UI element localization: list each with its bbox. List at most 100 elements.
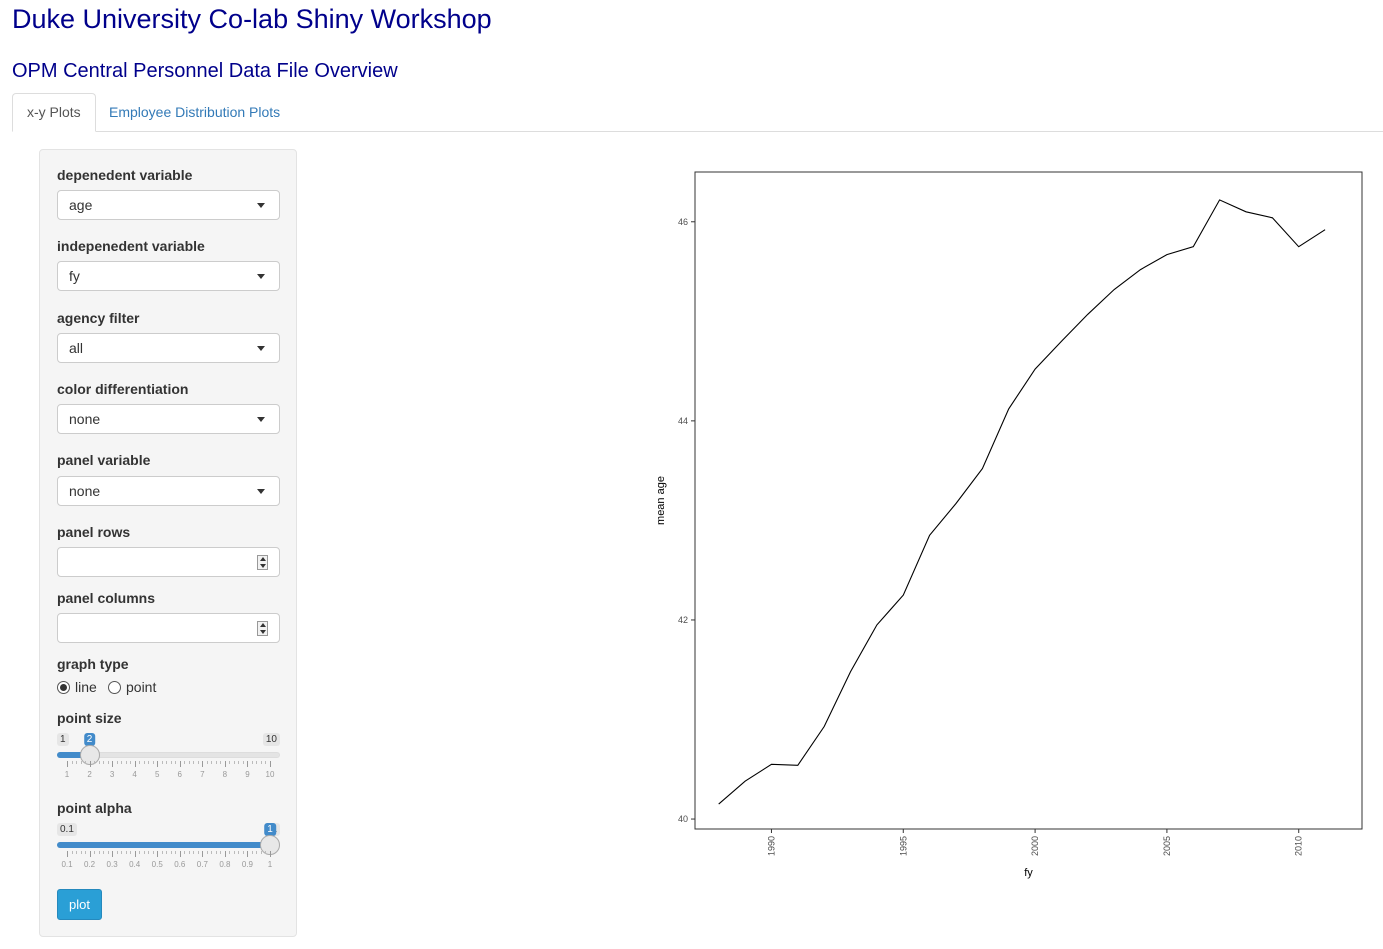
- point-size-minor-tick: [175, 761, 177, 764]
- point-alpha-minor-tick: [206, 851, 208, 854]
- radio-label: line: [75, 679, 97, 695]
- page-subtitle: OPM Central Personnel Data File Overview: [12, 60, 398, 82]
- point-alpha-label: point alpha: [57, 800, 132, 816]
- panel-variable-select[interactable]: none: [57, 476, 280, 506]
- point-size-tick: [89, 761, 91, 767]
- x-tick-label: 2005: [1162, 836, 1172, 856]
- panel-rows-input[interactable]: [57, 547, 280, 577]
- panel-columns-input[interactable]: [57, 613, 280, 643]
- point-size-minor-tick: [152, 761, 154, 764]
- panel-rows-label: panel rows: [57, 524, 131, 540]
- point-alpha-tick-label: 0.8: [219, 860, 231, 869]
- point-size-minor-tick: [121, 761, 123, 764]
- point-size-minor-tick: [265, 761, 267, 764]
- point-alpha-min-label: 0.1: [57, 823, 77, 836]
- point-alpha-tick-label: 0.9: [241, 860, 253, 869]
- point-alpha-minor-tick: [170, 851, 172, 854]
- point-alpha-tick: [89, 851, 91, 857]
- point-alpha-minor-tick: [139, 851, 141, 854]
- plot-button[interactable]: plot: [57, 889, 102, 920]
- point-size-slider[interactable]: 1 10 2 1 2 3 4 5 6 7 8 9 10: [57, 733, 280, 793]
- x-tick-label: 1990: [766, 836, 776, 856]
- tab-xy-plots[interactable]: x-y Plots: [12, 93, 96, 132]
- spin-down-icon: [260, 630, 266, 634]
- y-axis-label: mean age: [655, 476, 667, 525]
- independent-variable-select[interactable]: fy: [57, 261, 280, 291]
- point-size-minor-tick: [233, 761, 235, 764]
- chevron-down-icon: [257, 203, 265, 208]
- point-size-minor-tick: [188, 761, 190, 764]
- point-size-minor-tick: [215, 761, 217, 764]
- point-size-minor-tick: [197, 761, 199, 764]
- point-alpha-minor-tick: [193, 851, 195, 854]
- point-size-tick: [247, 761, 249, 767]
- agency-filter-value: all: [69, 340, 84, 356]
- point-size-tick-label: 5: [154, 770, 160, 779]
- point-size-minor-tick: [98, 761, 100, 764]
- point-alpha-minor-tick: [121, 851, 123, 854]
- number-spinner[interactable]: [257, 555, 268, 570]
- point-size-minor-tick: [211, 761, 213, 764]
- point-alpha-slider[interactable]: 0.1110.10.20.30.40.50.60.70.80.91: [57, 823, 280, 883]
- point-size-label: point size: [57, 710, 122, 726]
- point-size-minor-tick: [130, 761, 132, 764]
- point-alpha-tick-label: 0.4: [129, 860, 141, 869]
- number-spinner[interactable]: [257, 621, 268, 636]
- point-size-tick-label: 6: [177, 770, 182, 779]
- point-size-minor-tick: [256, 761, 258, 764]
- point-size-tick: [134, 761, 136, 767]
- point-alpha-minor-tick: [76, 851, 78, 854]
- tab-employee-distribution-plots[interactable]: Employee Distribution Plots: [109, 104, 281, 120]
- independent-variable-value: fy: [69, 268, 80, 284]
- color-differentiation-label: color differentiation: [57, 381, 189, 397]
- point-alpha-minor-tick: [94, 851, 96, 854]
- independent-variable-label: indepenedent variable: [57, 238, 205, 254]
- y-tick-label: 42: [678, 615, 688, 625]
- point-alpha-minor-tick: [238, 851, 240, 854]
- point-size-tick: [179, 761, 181, 767]
- point-size-minor-tick: [206, 761, 208, 764]
- x-axis-label: fy: [1024, 867, 1033, 879]
- point-alpha-minor-tick: [229, 851, 231, 854]
- panel-columns-label: panel columns: [57, 590, 156, 606]
- point-size-min-label: 1: [57, 733, 69, 746]
- x-tick-label: 2000: [1030, 836, 1040, 856]
- y-tick-label: 44: [678, 416, 688, 426]
- chevron-down-icon: [257, 274, 265, 279]
- point-size-minor-tick: [260, 761, 262, 764]
- dependent-variable-select[interactable]: age: [57, 190, 280, 220]
- chevron-down-icon: [257, 417, 265, 422]
- point-size-minor-tick: [166, 761, 168, 764]
- radio-selected-icon[interactable]: [57, 681, 70, 694]
- color-differentiation-select[interactable]: none: [57, 404, 280, 434]
- point-alpha-value-label: 1: [264, 823, 276, 836]
- point-size-minor-tick: [193, 761, 195, 764]
- point-alpha-minor-tick: [197, 851, 199, 854]
- point-size-max-label: 10: [262, 733, 280, 746]
- point-size-minor-tick: [143, 761, 145, 764]
- point-alpha-minor-tick: [265, 851, 267, 854]
- point-alpha-minor-tick: [220, 851, 222, 854]
- point-alpha-tick: [224, 851, 226, 857]
- chevron-down-icon: [257, 346, 265, 351]
- chevron-down-icon: [257, 489, 265, 494]
- point-size-minor-tick: [116, 761, 118, 764]
- point-size-tick: [67, 761, 68, 767]
- point-alpha-tick: [270, 851, 271, 857]
- point-size-minor-tick: [229, 761, 231, 764]
- point-alpha-minor-tick: [71, 851, 73, 854]
- point-alpha-minor-tick: [80, 851, 82, 854]
- point-alpha-minor-tick: [85, 851, 87, 854]
- y-tick-label: 46: [678, 217, 688, 227]
- agency-filter-select[interactable]: all: [57, 333, 280, 363]
- point-alpha-minor-tick: [148, 851, 150, 854]
- point-size-tick-label: 3: [109, 770, 115, 779]
- point-alpha-fill: [57, 842, 270, 848]
- point-alpha-minor-tick: [175, 851, 177, 854]
- point-alpha-tick: [247, 851, 249, 857]
- radio-unselected-icon[interactable]: [108, 681, 121, 694]
- point-size-minor-tick: [220, 761, 222, 764]
- point-size-minor-tick: [238, 761, 240, 764]
- panel-variable-value: none: [69, 483, 101, 499]
- point-size-tick: [224, 761, 226, 767]
